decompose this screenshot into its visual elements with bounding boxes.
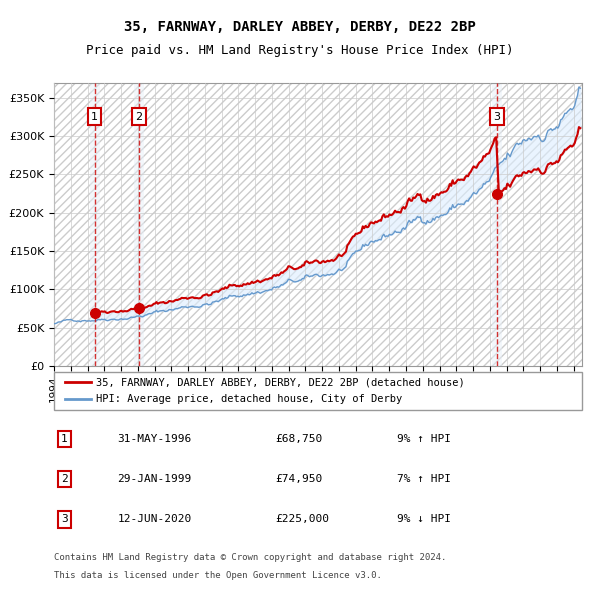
Text: 35, FARNWAY, DARLEY ABBEY, DERBY, DE22 2BP (detached house): 35, FARNWAY, DARLEY ABBEY, DERBY, DE22 2…	[96, 378, 465, 388]
FancyBboxPatch shape	[54, 372, 582, 410]
Text: 12-JUN-2020: 12-JUN-2020	[118, 514, 191, 524]
Text: 9% ↑ HPI: 9% ↑ HPI	[397, 434, 451, 444]
Text: 1: 1	[91, 112, 98, 122]
Text: This data is licensed under the Open Government Licence v3.0.: This data is licensed under the Open Gov…	[54, 571, 382, 580]
Text: Price paid vs. HM Land Registry's House Price Index (HPI): Price paid vs. HM Land Registry's House …	[86, 44, 514, 57]
Text: 29-JAN-1999: 29-JAN-1999	[118, 474, 191, 484]
Text: 7% ↑ HPI: 7% ↑ HPI	[397, 474, 451, 484]
Text: £68,750: £68,750	[276, 434, 323, 444]
Text: 9% ↓ HPI: 9% ↓ HPI	[397, 514, 451, 524]
Text: 2: 2	[61, 474, 68, 484]
Text: £225,000: £225,000	[276, 514, 330, 524]
Text: 31-MAY-1996: 31-MAY-1996	[118, 434, 191, 444]
Text: £74,950: £74,950	[276, 474, 323, 484]
Text: 3: 3	[494, 112, 500, 122]
Text: 1: 1	[61, 434, 68, 444]
Text: HPI: Average price, detached house, City of Derby: HPI: Average price, detached house, City…	[96, 394, 403, 404]
Bar	[492, 83, 502, 366]
Bar	[134, 83, 144, 366]
Text: 2: 2	[136, 112, 143, 122]
Text: 3: 3	[61, 514, 68, 524]
Text: Contains HM Land Registry data © Crown copyright and database right 2024.: Contains HM Land Registry data © Crown c…	[54, 553, 446, 562]
Text: 35, FARNWAY, DARLEY ABBEY, DERBY, DE22 2BP: 35, FARNWAY, DARLEY ABBEY, DERBY, DE22 2…	[124, 19, 476, 34]
Bar	[89, 83, 100, 366]
